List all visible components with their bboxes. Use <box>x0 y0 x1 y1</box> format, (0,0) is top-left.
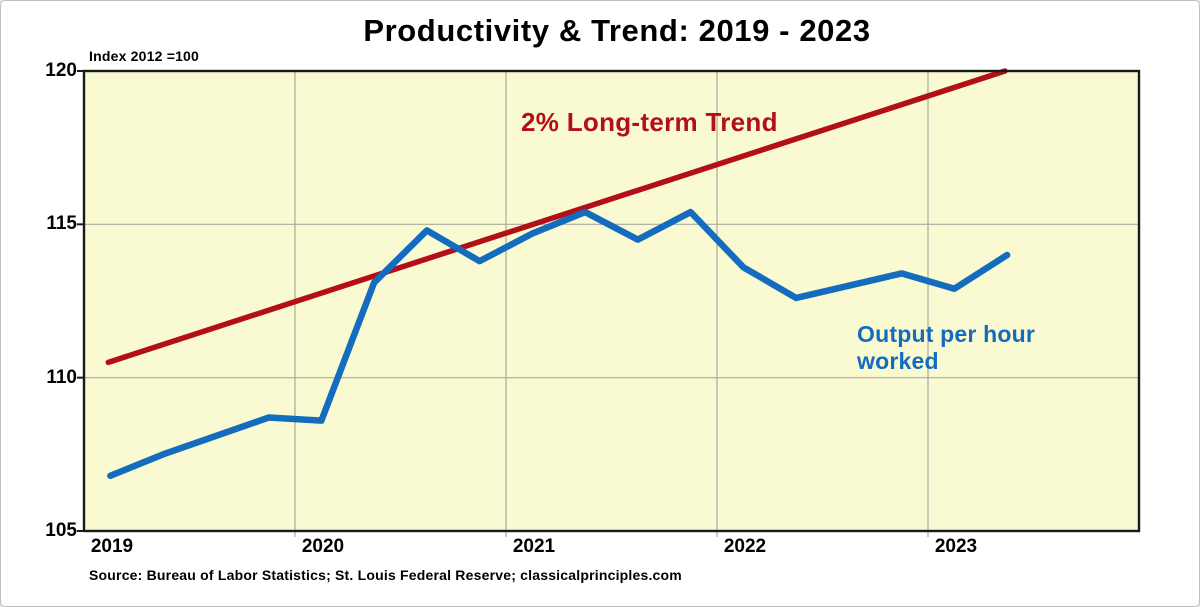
plot-border <box>82 69 1141 533</box>
y-tick-label: 105 <box>45 520 77 541</box>
x-tick-label: 2020 <box>301 536 345 557</box>
series-annotation: Output per hour worked <box>857 321 1036 374</box>
y-tick-label: 120 <box>45 60 77 81</box>
productivity-line <box>107 208 1011 480</box>
y-tick-label: 115 <box>46 213 77 235</box>
x-tick-label: 2021 <box>512 536 556 557</box>
y-axis-unit-note: Index 2012 =100 <box>89 48 200 64</box>
plot-area <box>84 71 1139 531</box>
x-tick-label: 2023 <box>934 536 978 557</box>
x-tick-label: 2022 <box>723 536 767 557</box>
trend-line <box>105 68 1008 366</box>
x-tick-label: 2019 <box>90 536 134 557</box>
chart-title: Productivity & Trend: 2019 - 2023 <box>363 13 871 48</box>
trend-line-annotation: 2% Long-term Trend <box>521 107 778 137</box>
source-note: Source: Bureau of Labor Statistics; St. … <box>89 567 682 583</box>
y-tick-label: 110 <box>46 366 77 388</box>
